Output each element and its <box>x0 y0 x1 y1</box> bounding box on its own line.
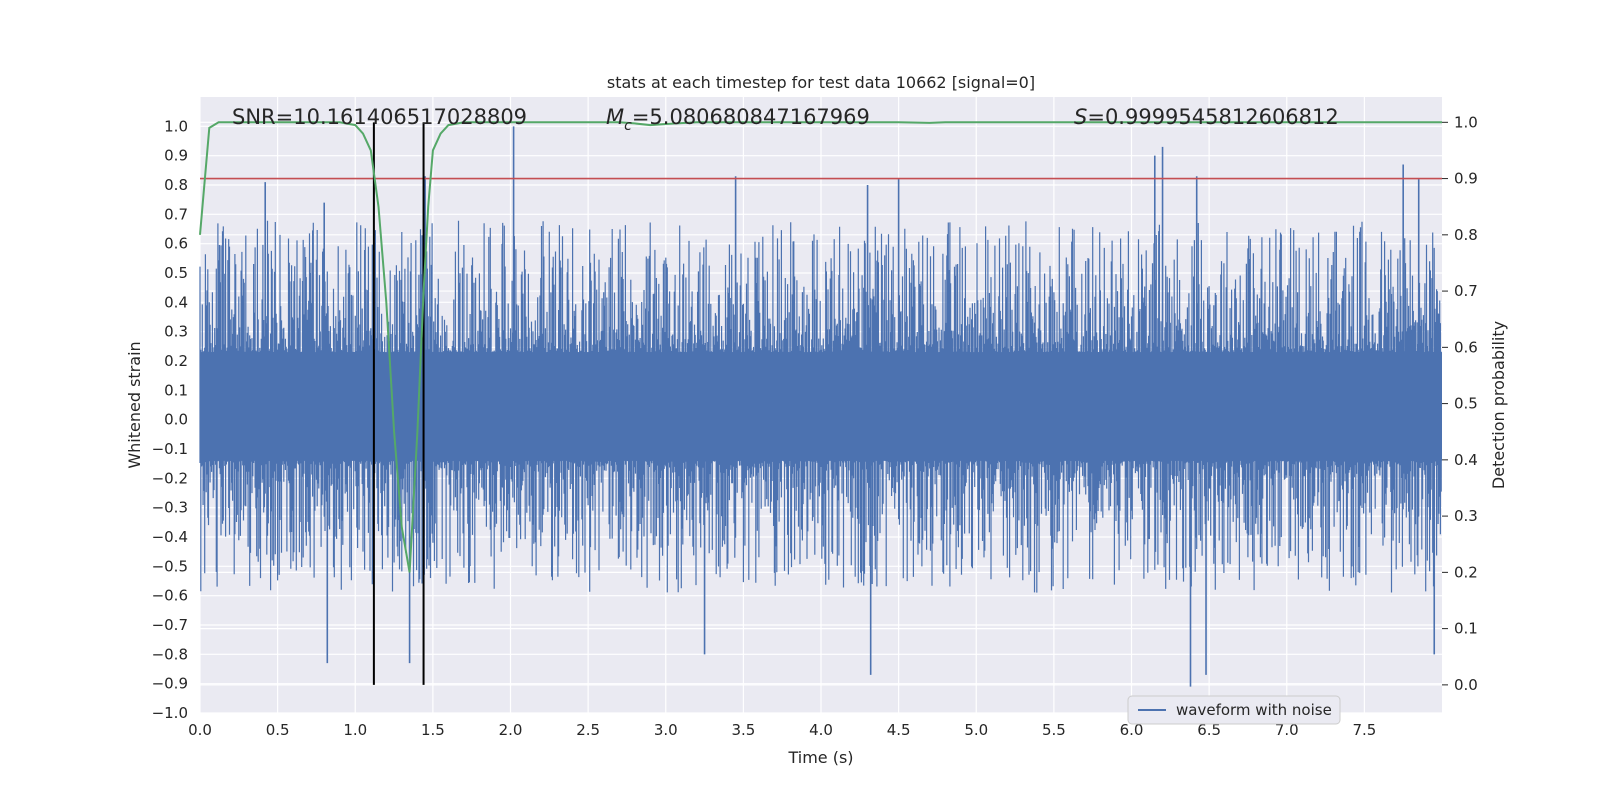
y-right-tick-label: 1.0 <box>1454 113 1478 131</box>
x-tick-label: 7.0 <box>1275 721 1299 739</box>
y-tick-label: 0.0 <box>164 411 188 429</box>
x-ticks: 0.0 0.5 1.0 1.5 2.0 2.5 3.0 3.5 4.0 4.5 5.0 5.5 6.0 6… <box>188 721 1376 739</box>
mc-annotation: Mc=5.080680847167969 <box>606 105 870 134</box>
waveform-series <box>199 126 1442 687</box>
x-tick-label: 2.0 <box>499 721 523 739</box>
y-tick-label: −0.2 <box>152 469 188 487</box>
y-tick-label: 0.2 <box>164 352 188 370</box>
x-tick-label: 6.5 <box>1197 721 1221 739</box>
y-right-axis-label: Detection probability <box>1489 321 1508 489</box>
y-tick-label: 0.5 <box>164 264 188 282</box>
mc-subscript: c <box>624 118 632 134</box>
x-tick-label: 2.5 <box>576 721 600 739</box>
y-right-tick-label: 0.6 <box>1454 338 1478 356</box>
y-tick-label: 0.4 <box>164 293 188 311</box>
s-value: =0.9999545812606812 <box>1087 105 1338 129</box>
y-tick-label: 0.9 <box>164 147 188 165</box>
y-tick-label: −0.4 <box>152 528 188 546</box>
x-tick-label: 0.0 <box>188 721 212 739</box>
y-right-tick-label: 0.2 <box>1454 563 1478 581</box>
y-tick-label: −0.3 <box>152 499 188 517</box>
waveform-dense-band <box>200 352 1442 461</box>
y-right-tick-label: 0.5 <box>1454 395 1478 413</box>
y-tick-label: 0.3 <box>164 323 188 341</box>
x-tick-label: 1.0 <box>343 721 367 739</box>
x-tick-label: 4.5 <box>887 721 911 739</box>
legend-box <box>1127 695 1341 725</box>
mc-value: =5.080680847167969 <box>632 105 870 129</box>
x-tick-label: 1.5 <box>421 721 445 739</box>
x-tick-label: 5.0 <box>964 721 988 739</box>
y-tick-label: 0.8 <box>164 176 188 194</box>
y-right-tick-label: 0.4 <box>1454 451 1478 469</box>
x-tick-label: 3.5 <box>731 721 755 739</box>
y-tick-label: −0.6 <box>152 587 188 605</box>
y-tick-label: −0.9 <box>152 675 188 693</box>
y-right-tick-label: 0.1 <box>1454 620 1478 638</box>
legend: waveform with noise <box>1127 695 1341 725</box>
y-tick-label: 0.7 <box>164 205 188 223</box>
y-tick-label: 1.0 <box>164 117 188 135</box>
vlines <box>372 122 425 685</box>
chart-title: stats at each timestep for test data 106… <box>607 73 1035 92</box>
x-tick-label: 6.0 <box>1120 721 1144 739</box>
x-tick-label: 7.5 <box>1352 721 1376 739</box>
y-tick-label: −1.0 <box>152 704 188 722</box>
y-right-tick-label: 0.3 <box>1454 507 1478 525</box>
y-tick-label: −0.8 <box>152 645 188 663</box>
y-tick-label: 0.6 <box>164 235 188 253</box>
y-tick-label: 0.1 <box>164 381 188 399</box>
s-symbol: S <box>1074 105 1087 129</box>
s-annotation: S=0.9999545812606812 <box>1074 105 1339 129</box>
y-tick-label: −0.7 <box>152 616 188 634</box>
y-right-tick-label: 0.7 <box>1454 282 1478 300</box>
y-tick-label: −0.1 <box>152 440 188 458</box>
x-tick-label: 5.5 <box>1042 721 1066 739</box>
legend-entry: waveform with noise <box>1176 701 1332 719</box>
y-ticks: 1.0 0.9 0.8 0.7 0.6 0.5 0.4 0.3 0.2 0.1 0.0 −0.1 −0.… <box>152 117 188 722</box>
mc-symbol: M <box>606 105 624 129</box>
y-right-tick-label: 0.0 <box>1454 676 1478 694</box>
y-right-ticks: 1.0 0.9 0.8 0.7 0.6 0.5 0.4 0.3 0.2 0.1 0.0 <box>1442 113 1478 694</box>
y-right-tick-label: 0.9 <box>1454 170 1478 188</box>
x-axis-label: Time (s) <box>787 748 853 767</box>
y-right-tick-label: 0.8 <box>1454 226 1478 244</box>
x-tick-label: 4.0 <box>809 721 833 739</box>
x-tick-label: 3.0 <box>654 721 678 739</box>
detection-probability-line <box>199 121 1442 573</box>
snr-annotation: SNR=10.161406517028809 <box>232 105 527 129</box>
y-axis-label: Whitened strain <box>125 341 144 468</box>
x-tick-label: 0.5 <box>266 721 290 739</box>
probability-series <box>199 121 1442 573</box>
y-tick-label: −0.5 <box>152 557 188 575</box>
